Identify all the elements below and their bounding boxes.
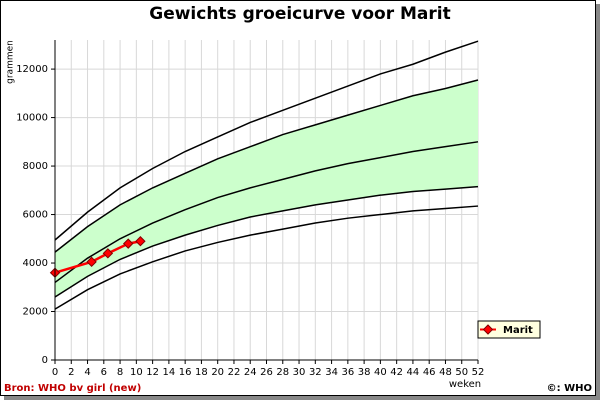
y-tick-label: 0 xyxy=(42,355,48,366)
x-tick-label: 10 xyxy=(130,367,143,378)
x-tick-label: 26 xyxy=(260,367,273,378)
percentile-curve xyxy=(54,141,479,284)
x-tick-label: 40 xyxy=(374,367,387,378)
x-tick-label: 2 xyxy=(68,367,74,378)
data-point xyxy=(102,248,114,259)
shadow xyxy=(4,396,600,400)
y-tick-label: 12000 xyxy=(16,64,48,75)
percentile-curve xyxy=(54,205,479,310)
x-tick-label: 20 xyxy=(211,367,224,378)
copyright: ©: WHO xyxy=(547,383,592,394)
data-point xyxy=(86,256,97,268)
x-tick-label: 36 xyxy=(341,367,354,378)
y-tick-label: 6000 xyxy=(23,210,48,221)
x-tick-label: 22 xyxy=(228,367,241,378)
x-tick-label: 12 xyxy=(146,367,159,378)
y-tick-label: 2000 xyxy=(23,307,48,318)
x-tick-label: 38 xyxy=(358,367,371,378)
x-tick-label: 28 xyxy=(276,367,289,378)
percentile-curve xyxy=(54,79,479,253)
y-tick-label: 10000 xyxy=(16,113,48,124)
data-point xyxy=(123,238,134,249)
x-tick-label: 8 xyxy=(117,367,123,378)
y-tick-label: 4000 xyxy=(23,258,48,269)
x-tick-label: 52 xyxy=(472,367,485,378)
x-tick-label: 46 xyxy=(423,367,436,378)
x-axis-label: weken xyxy=(449,379,481,390)
x-tick-label: 14 xyxy=(163,367,176,378)
x-tick-label: 34 xyxy=(325,367,338,378)
x-tick-label: 48 xyxy=(439,367,452,378)
percentile-curve xyxy=(54,185,479,298)
percentile-curve xyxy=(54,40,479,241)
chart-title: Gewichts groeicurve voor Marit xyxy=(149,4,451,24)
shadow xyxy=(596,4,600,400)
x-tick-label: 42 xyxy=(390,367,403,378)
source-note: Bron: WHO bv girl (new) xyxy=(4,383,141,394)
legend-label: Marit xyxy=(503,325,533,336)
x-tick-label: 32 xyxy=(309,367,322,378)
x-tick-label: 30 xyxy=(293,367,306,378)
x-tick-label: 6 xyxy=(101,367,107,378)
x-tick-label: 16 xyxy=(179,367,192,378)
y-axis-label: grammen xyxy=(6,40,16,84)
legend-box xyxy=(477,320,541,339)
legend-marker xyxy=(482,324,494,335)
x-tick-label: 4 xyxy=(84,367,90,378)
x-tick-label: 24 xyxy=(244,367,257,378)
x-tick-label: 0 xyxy=(52,367,58,378)
x-tick-label: 44 xyxy=(407,367,420,378)
data-point xyxy=(135,236,146,247)
x-tick-label: 50 xyxy=(455,367,468,378)
y-tick-label: 8000 xyxy=(23,161,48,172)
x-tick-label: 18 xyxy=(195,367,208,378)
